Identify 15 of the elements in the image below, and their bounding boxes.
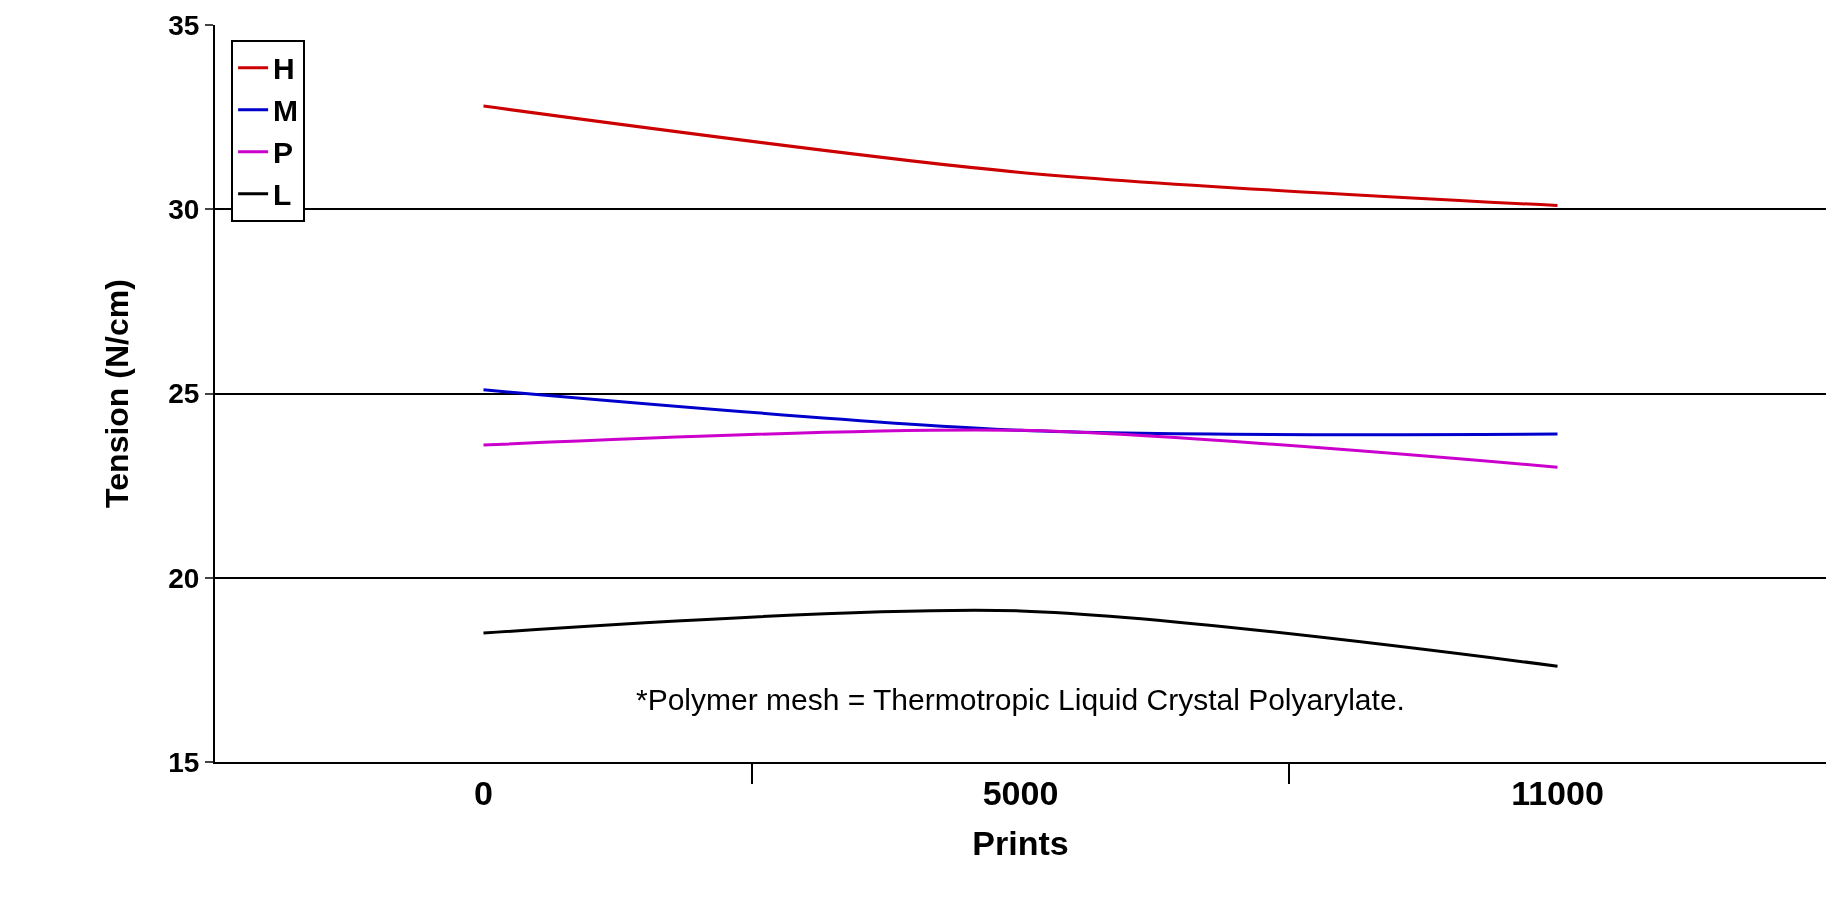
legend-label: H [273,52,295,86]
x-tick-label: 11000 [1511,773,1604,812]
legend-label: L [273,178,292,212]
legend-label: P [273,136,294,170]
annotation: *Polymer mesh = Thermotropic Liquid Crystal Polyarylate. [636,683,1405,716]
x-tick-label: 0 [474,773,493,812]
y-axis-title: Tension (N/cm) [99,279,136,508]
x-tick-label: 5000 [982,773,1059,812]
y-tick-label: 25 [168,378,200,410]
y-tick-label: 30 [168,194,200,226]
y-tick-label: 15 [168,746,200,778]
legend-label: M [273,94,299,128]
x-axis-title: Prints [972,823,1069,862]
y-tick-label: 20 [168,562,200,594]
y-tick-label: 35 [168,9,200,41]
